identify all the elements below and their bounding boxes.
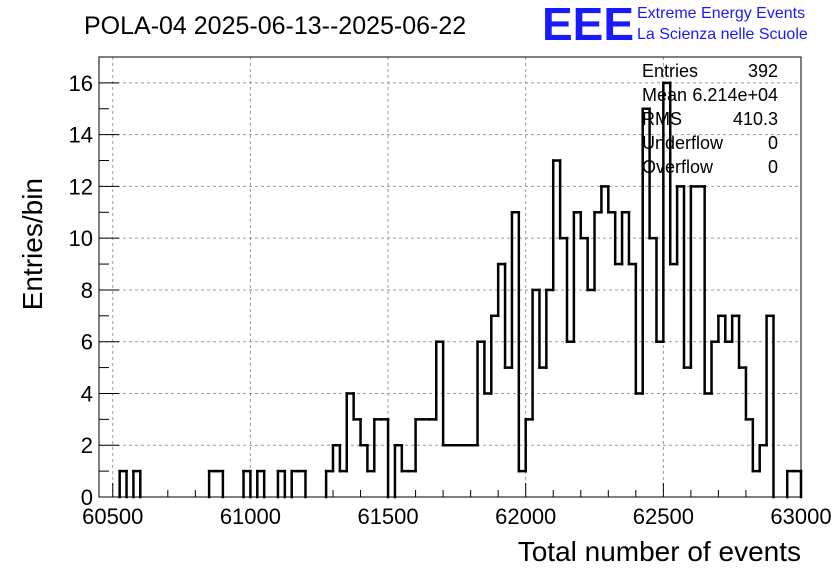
- stats-overflow-label: Overflow: [642, 157, 714, 177]
- x-axis-title: Total number of events: [518, 536, 801, 567]
- y-tick-label: 6: [81, 330, 93, 355]
- stats-underflow-value: 0: [768, 133, 778, 153]
- stats-rms-value: 410.3: [733, 109, 778, 129]
- x-tick-label: 61000: [220, 504, 281, 529]
- x-tick-label: 62000: [495, 504, 556, 529]
- y-tick-label: 14: [69, 123, 93, 148]
- stats-rms-label: RMS: [642, 109, 682, 129]
- eee-logo: EEE Extreme Energy Events La Scienza nel…: [542, 0, 808, 50]
- x-tick-label: 61500: [357, 504, 418, 529]
- x-tick-label: 60500: [82, 504, 143, 529]
- stats-underflow-label: Underflow: [642, 133, 724, 153]
- logo-line-2: La Scienza nelle Scuole: [637, 26, 808, 43]
- y-tick-label: 2: [81, 433, 93, 458]
- y-tick-label: 0: [81, 485, 93, 510]
- y-tick-label: 16: [69, 71, 93, 96]
- axis-ticks: [99, 82, 802, 498]
- logo-line-1: Extreme Energy Events: [637, 5, 805, 22]
- logo-letters: EEE: [542, 0, 634, 50]
- x-tick-label: 62500: [633, 504, 694, 529]
- y-tick-label: 12: [69, 174, 93, 199]
- grid: [99, 57, 802, 498]
- stats-entries-value: 392: [748, 61, 778, 81]
- y-tick-label: 8: [81, 278, 93, 303]
- y-tick-label: 4: [81, 381, 93, 406]
- stats-entries-label: Entries: [642, 61, 698, 81]
- stats-mean-value: 6.214e+04: [692, 85, 778, 105]
- x-tick-label: 63000: [770, 504, 831, 529]
- y-tick-label: 10: [69, 226, 93, 251]
- y-axis-title: Entries/bin: [17, 178, 48, 310]
- plot-frame: [98, 56, 802, 498]
- stats-mean-label: Mean: [642, 85, 687, 105]
- stats-box: Entries 392 Mean 6.214e+04 RMS 410.3 Und…: [642, 61, 778, 177]
- chart-title: POLA-04 2025-06-13--2025-06-22: [84, 12, 466, 40]
- stats-overflow-value: 0: [768, 157, 778, 177]
- axis-tick-labels: 60500 61000 61500 62000 62500 63000 0 2 4 6 8 10 12 1…: [69, 71, 832, 529]
